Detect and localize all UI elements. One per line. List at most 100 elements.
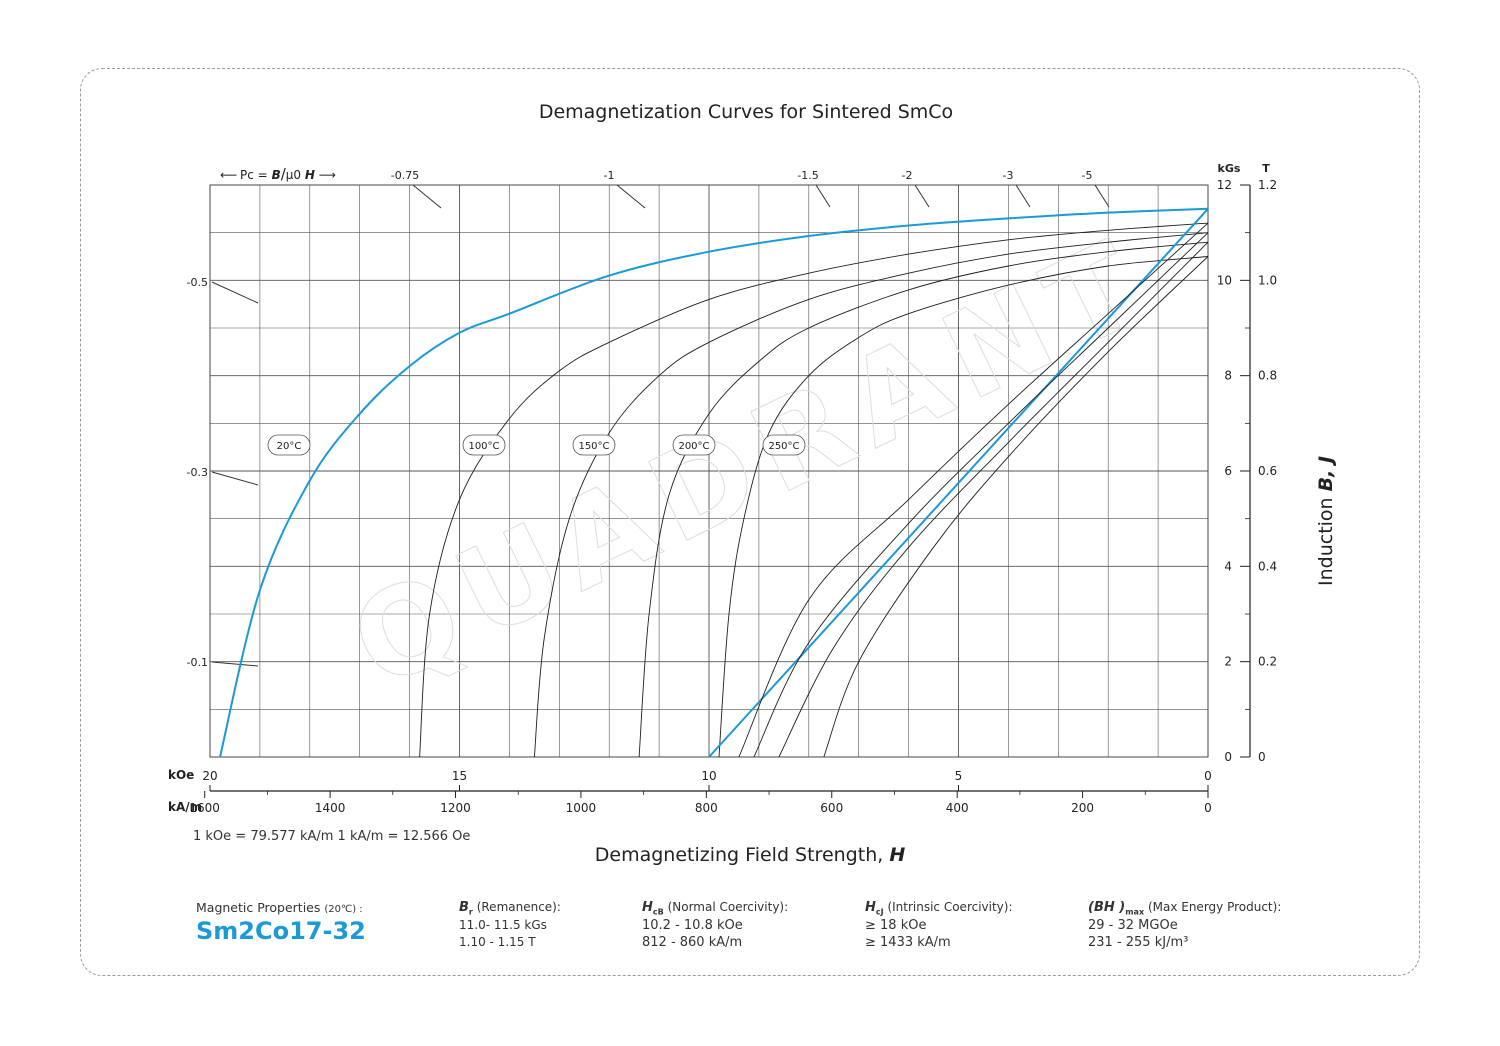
- hcb-sub: cB: [652, 907, 664, 917]
- pc-legend: ⟵ Pc = B/μ0 H ⟶: [220, 165, 336, 183]
- hcb-label: HcB (Normal Coercivity):: [642, 900, 788, 917]
- x-axis-title-symbol: H: [889, 844, 906, 866]
- pc-lines: -0.75 -1 -1.5 -2 -3 -5 -0.5 -0.3 -0.1: [187, 169, 1110, 669]
- bhmax-value-mgoe: 29 - 32 MGOe: [1088, 917, 1178, 933]
- properties-heading: Magnetic Properties (20℃) :: [196, 900, 363, 915]
- pc-top-label: -5: [1082, 169, 1093, 182]
- curve-label-text: 250°C: [768, 441, 799, 452]
- unit-conversion: 1 kOe = 79.577 kA/m 1 kA/m = 12.566 Oe: [193, 829, 471, 844]
- y-tick-kgs-label: 6: [1224, 464, 1232, 478]
- curve-b-200c: [778, 241, 1209, 758]
- curve-label-text: 100°C: [468, 441, 499, 452]
- curve-j-200c: [638, 241, 1209, 758]
- y-tick-kgs-label: 8: [1224, 369, 1232, 383]
- x-tick-koe-label: 10: [701, 769, 716, 783]
- pc-h: H: [304, 168, 315, 182]
- curve-label-text: 20°C: [277, 441, 302, 452]
- hcj-value-kam: ≥ 1433 kA/m: [865, 934, 951, 950]
- chart-title: Demagnetization Curves for Sintered SmCo: [538, 101, 954, 123]
- arrow-left-icon: ⟵: [220, 168, 237, 182]
- property-br: Br (Remanence): 11.0- 11.5 kGs 1.10 - 1.…: [459, 900, 561, 951]
- pc-top-label: -3: [1003, 169, 1014, 182]
- y-tick-kgs-label: 2: [1224, 655, 1232, 669]
- pc-top-label: -1.5: [797, 169, 818, 182]
- x-tick-kam-label: 400: [946, 801, 969, 815]
- y-tick-kgs-label: 4: [1224, 559, 1232, 573]
- curve-j-20c: [219, 207, 1209, 758]
- curve-label-box: [762, 434, 806, 456]
- pc-left-label: -0.1: [187, 656, 208, 669]
- hcj-value-koe: ≥ 18 kOe: [865, 917, 927, 933]
- x-tick-koe-label: 20: [202, 769, 217, 783]
- curve-b-100c: [738, 222, 1209, 758]
- pc-top-line: [616, 184, 646, 209]
- x-tick-koe-label: 15: [452, 769, 467, 783]
- y-tick-t-label: 0.4: [1258, 559, 1277, 573]
- pc-top-label: -0.75: [391, 169, 419, 182]
- y-tick-t-label: 0.6: [1258, 464, 1277, 478]
- pc-b: B: [271, 168, 281, 182]
- page-frame: [80, 68, 1420, 976]
- y-axis-title-text: Induction: [1315, 497, 1337, 586]
- br-value-kgs: 11.0- 11.5 kGs: [459, 917, 547, 932]
- x-tick-kam-label: 1200: [440, 801, 471, 815]
- hcb-desc: (Normal Coercivity):: [667, 900, 789, 914]
- br-desc: (Remanence):: [476, 900, 561, 914]
- y-unit-t: T: [1262, 162, 1270, 175]
- curve-b-150c: [753, 232, 1209, 758]
- y-axis-title: Induction B, J: [1315, 456, 1337, 586]
- curve-b-250c: [823, 256, 1209, 758]
- pc-top-label: -2: [902, 169, 913, 182]
- x-tick-kam-label: 0: [1204, 801, 1212, 815]
- bhmax-value-kjm3: 231 - 255 kJ/m³: [1088, 934, 1189, 950]
- curves: [219, 207, 1209, 758]
- curve-label-box: [572, 434, 616, 456]
- bhmax-symbol: (BH ): [1088, 900, 1126, 915]
- curve-j-250c: [718, 256, 1209, 758]
- pc-top-line: [1015, 184, 1031, 208]
- pc-top-label: -1: [604, 169, 615, 182]
- x-tick-kam-label: 1400: [315, 801, 346, 815]
- x-axis-title: Demagnetizing Field Strength, H: [0, 844, 1500, 866]
- pc-mu: μ0: [285, 168, 302, 182]
- y-tick-t-label: 1.0: [1258, 273, 1277, 287]
- x-unit-koe: kOe: [168, 768, 194, 782]
- x-tick-kam-label: 1000: [566, 801, 597, 815]
- x-axis-title-text: Demagnetizing Field Strength,: [594, 844, 884, 866]
- x-tick-kam-label: 200: [1071, 801, 1094, 815]
- br-value-t: 1.10 - 1.15 T: [459, 934, 536, 949]
- hcj-symbol: H: [865, 900, 876, 915]
- curve-label-box: [267, 434, 311, 456]
- pc-left-line: [211, 661, 259, 667]
- pc-left-line: [211, 471, 259, 486]
- y-tick-t-label: 0: [1258, 750, 1266, 764]
- pc-prefix: Pc =: [240, 168, 268, 182]
- properties-heading-text: Magnetic Properties: [196, 900, 321, 915]
- hcb-value-koe: 10.2 - 10.8 kOe: [642, 917, 743, 933]
- curve-label-text: 150°C: [578, 441, 609, 452]
- y-tick-t-label: 0.8: [1258, 369, 1277, 383]
- grade-name: Sm2Co17-32: [196, 917, 366, 945]
- arrow-right-icon: ⟶: [318, 168, 336, 182]
- x-tick-kam-label: 800: [695, 801, 718, 815]
- y-tick-t-label: 1.2: [1258, 178, 1277, 192]
- hcb-symbol: H: [642, 900, 653, 915]
- pc-top-line: [1094, 184, 1110, 208]
- curve-j-100c: [419, 222, 1209, 758]
- x-tick-koe-label: 5: [955, 769, 963, 783]
- pc-left-label: -0.3: [187, 466, 208, 479]
- bhmax-label: (BH )max (Max Energy Product):: [1088, 900, 1281, 917]
- curve-label-box: [672, 434, 716, 456]
- br-symbol: B: [459, 900, 469, 915]
- pc-top-line: [914, 184, 930, 208]
- curve-j-150c: [533, 232, 1209, 758]
- pc-top-line: [815, 184, 831, 208]
- pc-slash: /: [280, 165, 286, 183]
- x-unit-kam: kA/m: [168, 800, 202, 814]
- y-unit-kgs: kGs: [1218, 162, 1241, 175]
- x-tick-kam-label: 600: [820, 801, 843, 815]
- property-hcb: HcB (Normal Coercivity): 10.2 - 10.8 kOe…: [642, 900, 788, 951]
- bhmax-desc: (Max Energy Product):: [1147, 900, 1282, 914]
- pc-top-line: [412, 184, 442, 209]
- y-tick-t-label: 0.2: [1258, 655, 1277, 669]
